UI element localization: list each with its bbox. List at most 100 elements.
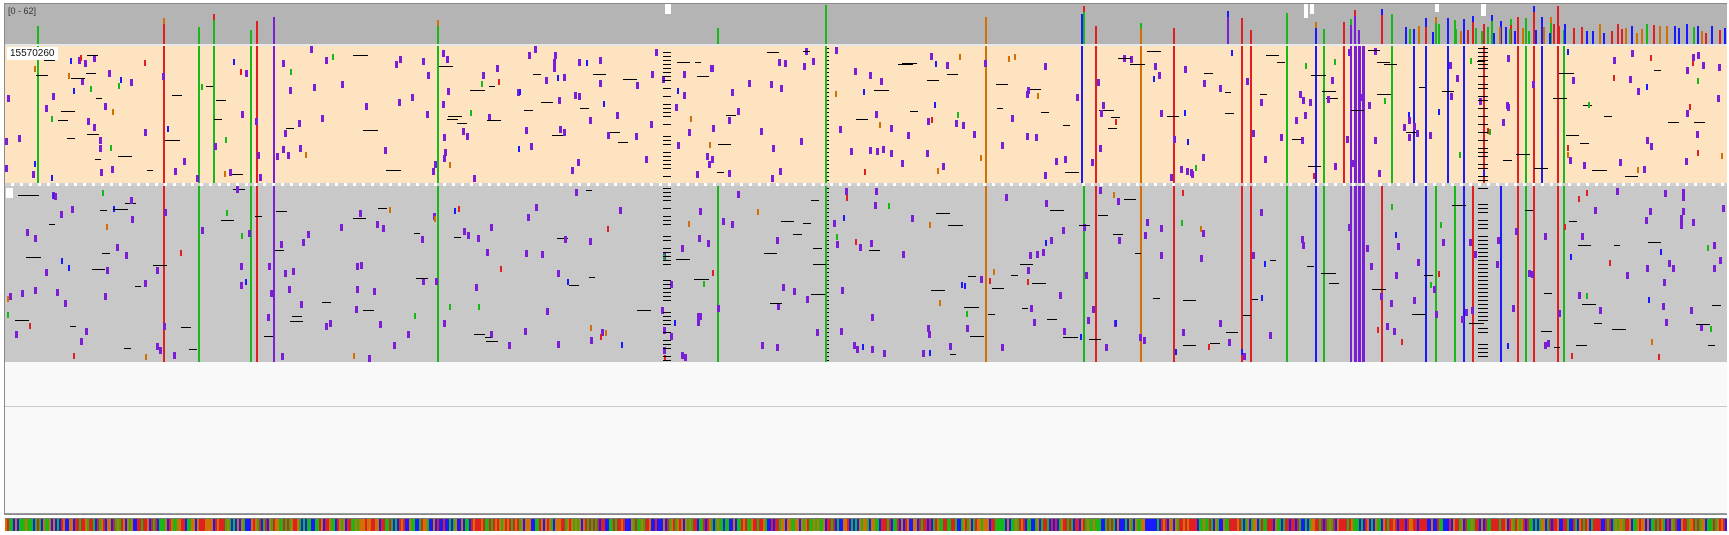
group-b-variant-column [1350, 186, 1352, 362]
reference-base [671, 519, 673, 531]
group-b-variant-column [250, 186, 252, 362]
group-b-mismatch [605, 330, 607, 336]
group-b-deletion [1011, 275, 1018, 276]
reference-base [1619, 519, 1621, 531]
group-a-soft-clip [663, 164, 671, 165]
group-a-deletion [470, 90, 485, 91]
reference-base [115, 519, 117, 531]
group-b-deletion [968, 276, 976, 277]
reference-base [911, 519, 913, 531]
group-b-insertion [1160, 225, 1163, 232]
group-b-soft-clip [1478, 348, 1488, 349]
group-a-insertion [890, 125, 893, 132]
reference-base [373, 519, 375, 531]
group-a-insertion [442, 50, 445, 57]
group-a-insertion [1158, 72, 1161, 79]
group-a-insertion [1532, 81, 1535, 88]
group-a-soft-clip [1478, 52, 1488, 53]
coverage-range-label: [0 - 62] [8, 6, 37, 16]
group-a-deletion [1118, 58, 1131, 59]
reference-base [427, 519, 429, 531]
coverage-variant [1447, 24, 1449, 44]
group-b-insertion [845, 188, 848, 195]
coverage-variant [1592, 31, 1594, 44]
coverage-variant [1391, 14, 1393, 20]
group-a-deletion [86, 73, 96, 74]
coverage-variant [1500, 21, 1502, 27]
group-a-mismatch [1567, 145, 1569, 151]
group-a-mismatch [937, 168, 939, 174]
group-b-insertion [379, 321, 382, 328]
group-a-insertion [803, 63, 806, 70]
coverage-variant [1381, 15, 1383, 44]
coverage-variant [1549, 33, 1551, 44]
reference-base [695, 519, 697, 531]
group-a-insertion [770, 81, 773, 88]
group-a-deletion [1477, 61, 1485, 62]
group-a-insertion [399, 56, 402, 63]
reference-base [945, 519, 947, 531]
group-b-insertion [1664, 190, 1667, 197]
reference-sequence-track[interactable] [5, 518, 1727, 531]
reference-base [1067, 519, 1069, 531]
coverage-variant [1522, 28, 1524, 44]
reference-base [357, 519, 359, 531]
group-a-insertion [728, 117, 731, 124]
group-b-variant-column [198, 186, 200, 362]
reference-base [1687, 519, 1689, 531]
coverage-variant [1491, 21, 1493, 44]
group-b-mismatch [939, 300, 941, 306]
group-a-deletion [1326, 98, 1338, 99]
read-group-divider [5, 183, 1727, 186]
reference-base [1173, 519, 1175, 531]
group-b-deletion [1424, 275, 1433, 276]
reference-base [263, 519, 265, 531]
group-a-insertion [530, 143, 533, 150]
reference-base [351, 519, 353, 531]
group-b-variant-column [437, 186, 439, 362]
reference-base [1601, 519, 1603, 531]
group-b-insertion [240, 282, 243, 289]
read-group-b[interactable] [5, 186, 1727, 362]
coverage-track[interactable] [5, 4, 1727, 44]
reference-base [275, 519, 277, 531]
group-a-insertion [1170, 174, 1173, 181]
group-b-insertion [1200, 255, 1203, 262]
reference-base [169, 519, 171, 531]
group-b-mismatch [888, 203, 890, 209]
group-b-insertion [1033, 319, 1036, 326]
reference-base [325, 519, 327, 531]
group-a-insertion [984, 60, 987, 67]
group-a-soft-clip [827, 156, 829, 157]
reference-base [149, 519, 151, 531]
reference-base [151, 519, 153, 531]
reference-base [887, 519, 889, 531]
group-b-insertion [601, 329, 604, 336]
reference-base [767, 519, 769, 531]
reference-base [47, 519, 49, 531]
group-b-mismatch [1391, 204, 1393, 210]
reference-base [669, 519, 671, 531]
group-a-insertion [534, 46, 537, 53]
group-b-variant-column [1083, 186, 1085, 362]
reference-base [967, 519, 969, 531]
reference-base [195, 519, 197, 531]
group-a-insertion [84, 60, 87, 67]
read-group-a[interactable] [5, 46, 1727, 183]
group-a-insertion [443, 155, 446, 162]
group-a-insertion [442, 101, 445, 108]
group-b-insertion [355, 306, 358, 313]
group-a-insertion [677, 142, 680, 149]
reference-base [1049, 519, 1051, 531]
reference-base [1505, 519, 1507, 531]
group-a-mismatch [1408, 112, 1410, 118]
reference-base [9, 519, 11, 531]
group-b-mismatch [1115, 320, 1117, 326]
group-a-insertion [800, 138, 803, 145]
group-a-insertion [558, 97, 561, 104]
group-b-insertion [681, 245, 684, 252]
reference-base [1025, 519, 1027, 531]
reference-base [943, 519, 945, 531]
group-a-insertion [341, 81, 344, 88]
group-a-insertion [365, 103, 368, 110]
